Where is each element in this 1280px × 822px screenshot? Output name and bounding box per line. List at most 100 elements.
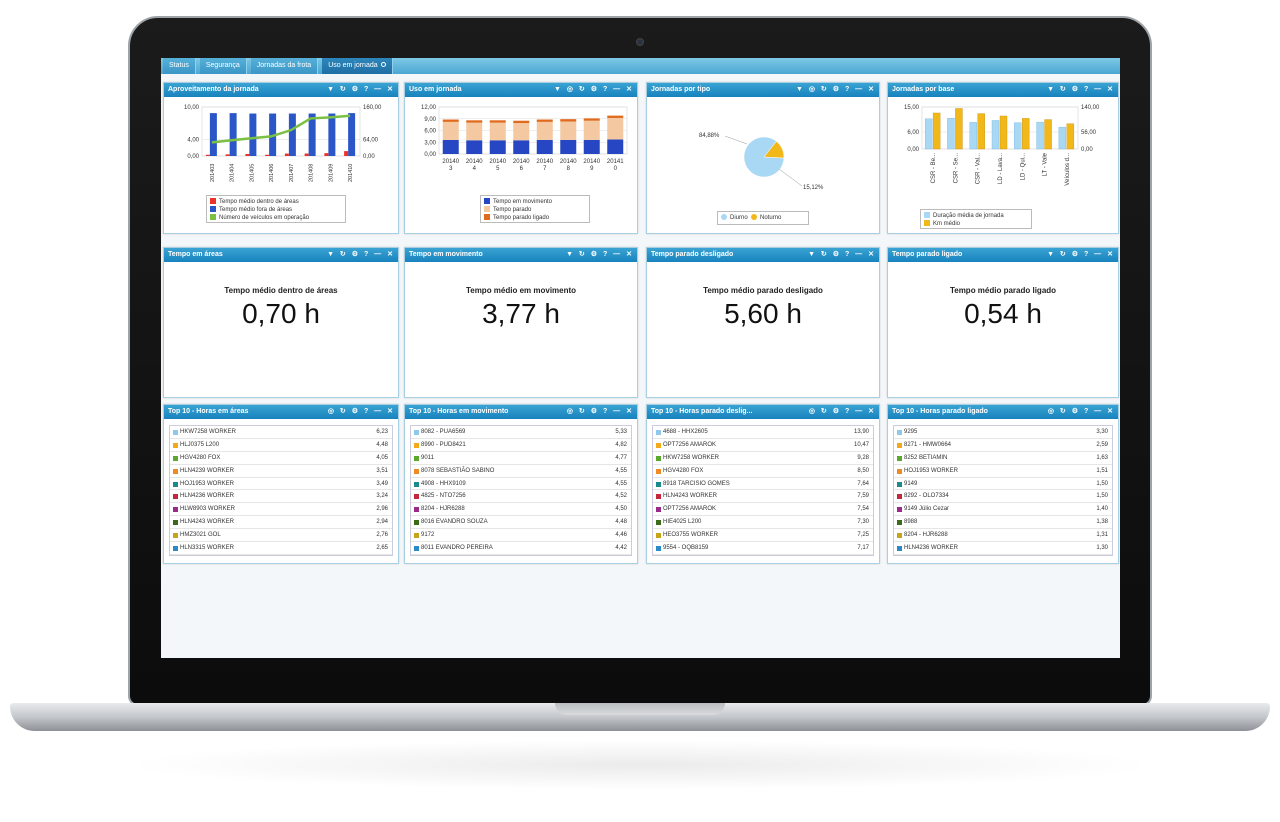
tab-close-icon[interactable] — [380, 62, 386, 67]
list-item[interactable]: 8082 - PUA6569 5,33 — [411, 426, 631, 439]
list-item[interactable]: 8204 - HJR6288 1,31 — [894, 529, 1112, 543]
list-item[interactable]: 8078 SEBASTIÃO SABINO 4,55 — [411, 465, 631, 478]
panel-tools[interactable]: ◎ ↻ ⚙ ? — ✕ — [1047, 408, 1115, 415]
list-item-value: 1,63 — [1096, 454, 1108, 461]
y-tick-label: 6,00 — [424, 129, 436, 135]
list-item[interactable]: HKW7258 WORKER 6,23 — [170, 426, 392, 439]
list-item-value: 3,51 — [376, 467, 388, 474]
list-item[interactable]: OPT7256 AMAROK 7,54 — [653, 503, 873, 517]
list-item[interactable]: 8252 BETIAMIN 1,63 — [894, 452, 1112, 465]
list-item[interactable]: 4908 - HHX9109 4,55 — [411, 478, 631, 491]
bar-dentro-areas — [225, 154, 230, 156]
x-tick-label: 0 — [614, 166, 618, 172]
list-item[interactable]: 8918 TARCISIO GOMES 7,64 — [653, 478, 873, 491]
panel-header[interactable]: Tempo parado desligado ▼ ↻ ⚙ ? — ✕ — [647, 248, 879, 262]
panel-header[interactable]: Tempo parado ligado ▼ ↻ ⚙ ? — ✕ — [888, 248, 1118, 262]
y-tick-label: 10,00 — [184, 105, 200, 111]
list-swatch — [656, 546, 661, 552]
list-item[interactable]: HLJ0375 L200 4,48 — [170, 439, 392, 452]
panel-header[interactable]: Tempo em áreas ▼ ↻ ⚙ ? — ✕ — [164, 248, 398, 262]
list-item[interactable]: OPT7256 AMAROK 10,47 — [653, 439, 873, 452]
kpi-label: Tempo médio parado ligado — [949, 286, 1057, 295]
panel-header[interactable]: Top 10 - Horas em movimento ◎ ↻ ⚙ ? — ✕ — [405, 405, 637, 419]
list-item[interactable]: HMZ3021 GOL 2,76 — [170, 529, 392, 543]
list-item[interactable]: 9149 Júlio Cezar 1,40 — [894, 503, 1112, 517]
panel-header[interactable]: Top 10 - Horas parado deslig... ◎ ↻ ⚙ ? —… — [647, 405, 879, 419]
list-item[interactable]: HLN4236 WORKER 1,30 — [894, 542, 1112, 555]
line-veiculos — [211, 114, 351, 144]
list-item[interactable]: HLN4243 WORKER 7,59 — [653, 490, 873, 504]
list-item-value: 4,42 — [615, 545, 627, 552]
list-item-name: OPT7256 AMAROK — [663, 506, 717, 513]
list-item[interactable]: HOJ1953 WORKER 1,51 — [894, 465, 1112, 478]
bar-km — [955, 108, 963, 150]
panel-tools[interactable]: ▼ ◎ ↻ ⚙ ? — ✕ — [554, 86, 634, 93]
legend-label: Tempo parado — [493, 207, 532, 213]
list-item[interactable]: HKW7258 WORKER 9,28 — [653, 452, 873, 465]
list-item-value: 1,50 — [1096, 480, 1108, 487]
list-item-name: 8271 - HMW0664 — [904, 441, 952, 448]
tab-seguranca[interactable]: Segurança — [199, 58, 247, 74]
panel-header[interactable]: Jornadas por base ▼ ↻ ⚙ ? — ✕ — [888, 83, 1118, 97]
list-swatch — [173, 533, 178, 539]
list-item[interactable]: 8988 1,38 — [894, 516, 1112, 530]
list-item[interactable]: 9011 4,77 — [411, 452, 631, 465]
list-item[interactable]: 9172 4,46 — [411, 529, 631, 543]
panel-tools[interactable]: ▼ ↻ ⚙ ? — ✕ — [327, 86, 395, 93]
bar-duracao — [947, 118, 955, 150]
list-item[interactable]: HLN3315 WORKER 2,65 — [170, 542, 392, 555]
list-item[interactable]: 9554 - OQB8159 7,17 — [653, 542, 873, 555]
panel-top-movimento: Top 10 - Horas em movimento ◎ ↻ ⚙ ? — ✕ 8… — [404, 404, 638, 564]
list-item[interactable]: HLW8903 WORKER 2,96 — [170, 503, 392, 517]
list-item[interactable]: 4688 - HHX2605 13,90 — [653, 426, 873, 439]
list-item[interactable]: HLN4239 WORKER 3,51 — [170, 465, 392, 478]
list-item[interactable]: HLN4243 WORKER 2,94 — [170, 516, 392, 530]
list-item[interactable]: HGV4280 FOX 8,50 — [653, 465, 873, 478]
list-item[interactable]: 8990 - PUD8421 4,82 — [411, 439, 631, 452]
legend-label: Duração média de jornada — [933, 213, 1004, 219]
list-item[interactable]: 9149 1,50 — [894, 478, 1112, 491]
legend-base: Duração média de jornada Km médio — [920, 209, 1032, 229]
list-item[interactable]: 9295 3,30 — [894, 426, 1112, 439]
list-item[interactable]: 8016 EVANDRO SOUZA 4,48 — [411, 516, 631, 530]
list-item[interactable]: HEO3755 WORKER 7,25 — [653, 529, 873, 543]
x-tick-label: CSR - Se... — [953, 153, 959, 184]
list-item-value: 1,40 — [1096, 506, 1108, 513]
panel-tools[interactable]: ▼ ↻ ⚙ ? — ✕ — [1047, 86, 1115, 93]
list-item[interactable]: 8204 - HJR6288 4,50 — [411, 503, 631, 517]
list-item[interactable]: HLN4236 WORKER 3,24 — [170, 490, 392, 504]
panel-tools[interactable]: ◎ ↻ ⚙ ? — ✕ — [327, 408, 395, 415]
list-item[interactable]: 4825 - NTO7256 4,52 — [411, 490, 631, 504]
legend-swatch — [721, 214, 727, 220]
bar-segment-2 — [442, 119, 459, 122]
panel-tools[interactable]: ▼ ◎ ↻ ⚙ ? — ✕ — [796, 86, 876, 93]
panel-header[interactable]: Uso em jornada ▼ ◎ ↻ ⚙ ? — ✕ — [405, 83, 637, 97]
list-item[interactable]: HOJ1953 WORKER 3,49 — [170, 478, 392, 491]
panel-tools[interactable]: ▼ ↻ ⚙ ? — ✕ — [566, 251, 634, 258]
tab-jornadas-frota[interactable]: Jornadas da frota — [250, 58, 319, 74]
panel-tools[interactable]: ◎ ↻ ⚙ ? — ✕ — [808, 408, 876, 415]
bar-segment-1 — [560, 121, 577, 140]
list-item-value: 4,52 — [615, 493, 627, 500]
tab-uso-jornada[interactable]: Uso em jornada — [322, 58, 393, 74]
list-swatch — [173, 507, 178, 513]
panel-header[interactable]: Tempo em movimento ▼ ↻ ⚙ ? — ✕ — [405, 248, 637, 262]
panel-tools[interactable]: ▼ ↻ ⚙ ? — ✕ — [1047, 251, 1115, 258]
list-item-value: 13,90 — [853, 429, 869, 435]
x-tick-label: 201410 — [348, 164, 354, 182]
panel-header[interactable]: Jornadas por tipo ▼ ◎ ↻ ⚙ ? — ✕ — [647, 83, 879, 97]
panel-tools[interactable]: ◎ ↻ ⚙ ? — ✕ — [566, 408, 634, 415]
panel-tools[interactable]: ▼ ↻ ⚙ ? — ✕ — [327, 251, 395, 258]
list-item[interactable]: 8011 EVANDRO PEREIRA 4,42 — [411, 542, 631, 555]
panel-header[interactable]: Top 10 - Horas parado ligado ◎ ↻ ⚙ ? — ✕ — [888, 405, 1118, 419]
panel-tools[interactable]: ▼ ↻ ⚙ ? — ✕ — [808, 251, 876, 258]
list-item[interactable]: HGV4280 FOX 4,05 — [170, 452, 392, 465]
list-item[interactable]: 8271 - HMW0664 2,59 — [894, 439, 1112, 452]
list-item[interactable]: 8292 - OLO7334 1,50 — [894, 490, 1112, 504]
tab-status[interactable]: Status — [163, 58, 196, 74]
panel-header[interactable]: Top 10 - Horas em áreas ◎ ↻ ⚙ ? — ✕ — [164, 405, 398, 419]
panel-header[interactable]: Aproveitamento da jornada ▼ ↻ ⚙ ? — ✕ — [164, 83, 398, 97]
x-tick-label: 20140 — [583, 159, 600, 165]
list-item[interactable]: HIE4025 L200 7,30 — [653, 516, 873, 530]
bar-segment-1 — [583, 120, 600, 140]
